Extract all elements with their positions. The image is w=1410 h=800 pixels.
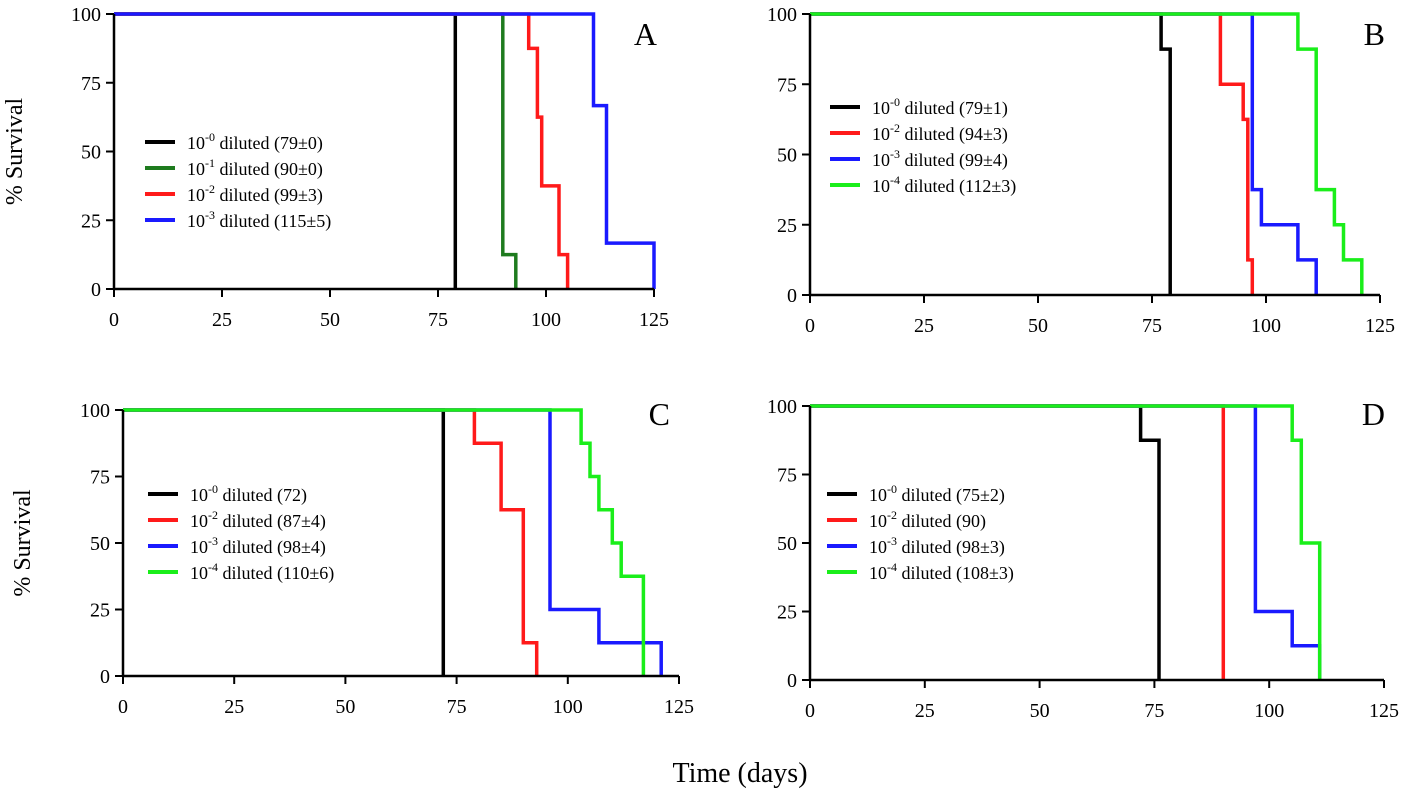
y-tick-label: 75 <box>90 467 110 489</box>
legend-label: 10-2 diluted (99±3) <box>187 182 323 206</box>
y-tick-label: 100 <box>767 4 797 26</box>
y-axis-title: % Survival <box>2 98 28 206</box>
legend-label: 10-3 diluted (115±5) <box>187 208 331 232</box>
y-tick-label: 100 <box>80 400 110 422</box>
legend-label: 10-2 diluted (94±3) <box>872 121 1008 145</box>
y-tick-label: 50 <box>90 533 110 555</box>
panel-c: 0 25 50 75 100 125 0 25 50 75 100 C % Survival 10-0 d… <box>10 396 694 718</box>
y-tick-label: 75 <box>81 73 101 95</box>
y-tick-label: 100 <box>767 396 797 418</box>
y-tick-label: 50 <box>81 142 101 164</box>
y-tick-label: 0 <box>100 666 110 688</box>
legend-label: 10-3 diluted (99±4) <box>872 147 1008 171</box>
series-line-b-4 <box>810 12 1364 295</box>
x-tick-label: 75 <box>428 309 448 331</box>
legend-label: 10-0 diluted (79±1) <box>872 95 1008 119</box>
legend-label: 10-4 diluted (112±3) <box>872 173 1016 197</box>
x-tick-label: 0 <box>805 315 815 337</box>
x-tick-label: 75 <box>1142 315 1162 337</box>
y-tick-label: 50 <box>777 145 797 167</box>
x-tick-label: 0 <box>109 309 119 331</box>
x-tick-label: 50 <box>320 309 340 331</box>
panel-letter: D <box>1362 396 1385 432</box>
series-line-b-3 <box>810 12 1318 295</box>
x-tick-label: 125 <box>639 309 669 331</box>
legend-label: 10-0 diluted (72) <box>190 482 307 506</box>
panel-letter: B <box>1364 16 1385 52</box>
x-tick-label: 125 <box>664 696 694 718</box>
x-tick-label: 75 <box>447 696 467 718</box>
legend-label: 10-0 diluted (75±2) <box>869 482 1005 506</box>
x-tick-label: 50 <box>1028 315 1048 337</box>
legend-label: 10-1 diluted (90±0) <box>187 156 323 180</box>
legend-label: 10-4 diluted (110±6) <box>190 560 334 584</box>
x-tick-label: 100 <box>553 696 583 718</box>
y-tick-label: 25 <box>777 602 797 624</box>
x-axis-title: Time (days) <box>672 758 807 789</box>
y-tick-label: 75 <box>777 465 797 487</box>
legend-label: 10-3 diluted (98±4) <box>190 534 326 558</box>
x-tick-label: 125 <box>1365 315 1395 337</box>
y-tick-label: 0 <box>787 285 797 307</box>
panel-letter: A <box>634 16 657 52</box>
panel-a: 0 25 50 75 100 125 0 25 50 75 100 A % Survival 10-0 d… <box>2 4 669 331</box>
legend-label: 10-2 diluted (87±4) <box>190 508 326 532</box>
x-tick-label: 100 <box>1254 700 1284 722</box>
legend: 10-0 diluted (75±2)10-2 diluted (90)10-3… <box>827 482 1014 584</box>
panels-group: 0 25 50 75 100 125 0 25 50 75 100 A % Survival 10-0 d… <box>2 4 1399 722</box>
panel-b: 0 25 50 75 100 125 0 25 50 75 100 B 10-0 diluted (79… <box>767 4 1395 337</box>
y-tick-label: 0 <box>787 670 797 692</box>
x-tick-label: 25 <box>915 700 935 722</box>
legend: 10-0 diluted (72)10-2 diluted (87±4)10-3… <box>148 482 334 584</box>
panel-d: 0 25 50 75 100 125 0 25 50 75 100 D 10-0 diluted (75… <box>767 396 1399 722</box>
y-tick-label: 25 <box>81 210 101 232</box>
y-tick-label: 25 <box>90 600 110 622</box>
panel-letter: C <box>649 396 670 432</box>
y-tick-label: 25 <box>777 215 797 237</box>
x-tick-label: 25 <box>914 315 934 337</box>
x-tick-label: 125 <box>1369 700 1399 722</box>
x-tick-label: 50 <box>335 696 355 718</box>
x-tick-label: 50 <box>1030 700 1050 722</box>
x-tick-label: 25 <box>212 309 232 331</box>
x-tick-label: 75 <box>1144 700 1164 722</box>
legend: 10-0 diluted (79±0)10-1 diluted (90±0)10… <box>145 130 331 232</box>
x-tick-label: 0 <box>805 700 815 722</box>
legend-label: 10-0 diluted (79±0) <box>187 130 323 154</box>
series-line-c-2 <box>123 408 539 676</box>
x-tick-label: 100 <box>531 309 561 331</box>
legend: 10-0 diluted (79±1)10-2 diluted (94±3)10… <box>830 95 1016 197</box>
y-tick-label: 100 <box>71 4 101 26</box>
series-line-d-4 <box>810 404 1322 680</box>
y-tick-label: 50 <box>777 533 797 555</box>
series-line-c-4 <box>123 408 646 676</box>
series-line-b-2 <box>810 12 1255 295</box>
legend-label: 10-4 diluted (108±3) <box>869 560 1014 584</box>
y-tick-label: 75 <box>777 74 797 96</box>
legend-label: 10-2 diluted (90) <box>869 508 986 532</box>
x-tick-label: 0 <box>118 696 128 718</box>
y-tick-label: 0 <box>91 279 101 301</box>
series-line-a-3 <box>114 12 570 289</box>
legend-label: 10-3 diluted (98±3) <box>869 534 1005 558</box>
series-line-a-4 <box>114 12 656 289</box>
x-tick-label: 100 <box>1251 315 1281 337</box>
x-tick-label: 25 <box>224 696 244 718</box>
y-axis-title: % Survival <box>10 489 36 597</box>
